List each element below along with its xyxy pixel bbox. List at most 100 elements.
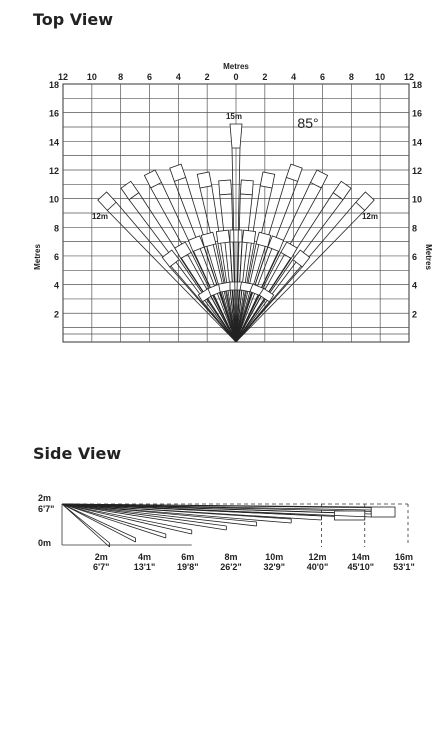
y-tick-label-right: 6 — [412, 252, 417, 262]
side-x-tick-imperial: 32'9" — [264, 562, 285, 572]
x-tick-label: 4 — [176, 72, 181, 82]
beam-zone — [259, 171, 276, 189]
y-tick-label-right: 12 — [412, 166, 422, 176]
y-tick-label-left: 4 — [54, 281, 59, 291]
side-beam-line — [61, 503, 292, 520]
x-tick-label: 2 — [262, 72, 267, 82]
side-x-tick-metres: 16m — [395, 552, 413, 562]
x-tick-label: 4 — [291, 72, 296, 82]
beam-line — [115, 202, 237, 343]
side-beam-line — [61, 503, 166, 539]
y-tick-label-left: 18 — [49, 80, 59, 90]
x-tick-label: 8 — [349, 72, 354, 82]
side-beam-line — [61, 503, 110, 544]
side-x-tick-imperial: 13'1" — [134, 562, 155, 572]
beam-line — [219, 291, 237, 343]
x-tick-label: 0 — [233, 72, 238, 82]
beam-line — [235, 199, 344, 343]
y-tick-label-right: 10 — [412, 195, 422, 205]
side-view-beams — [61, 503, 396, 548]
side-beam-line — [61, 503, 166, 535]
beam-zone — [187, 235, 205, 253]
beam-zone — [120, 180, 140, 201]
beam-zone — [310, 169, 329, 189]
beam-line — [173, 181, 237, 343]
side-beam-line — [61, 503, 227, 527]
beam-zone — [241, 229, 257, 244]
side-beam-line — [61, 503, 348, 514]
side-y-top-label: 2m — [38, 493, 51, 503]
beam-zone — [143, 169, 162, 189]
y-tick-label-right: 2 — [412, 309, 417, 319]
side-view-title: Side View — [33, 444, 122, 463]
side-x-tick-imperial: 40'0" — [307, 562, 328, 572]
side-x-tick-imperial: 26'2" — [220, 562, 241, 572]
y-tick-label-right: 16 — [412, 109, 422, 119]
beam-line — [128, 199, 237, 343]
beam-zone — [97, 191, 117, 211]
side-view-diagram: 2m 6'7" 0m 2m6'7"4m13'1"6m19'8"8m26'2"10… — [38, 493, 415, 572]
beam-zone — [239, 179, 254, 196]
y-tick-label-right: 8 — [412, 223, 417, 233]
y-tick-label-left: 10 — [49, 195, 59, 205]
side-beam-line — [61, 503, 192, 531]
beam-zone-center — [229, 123, 243, 149]
side-view-labels: 2m 6'7" 0m 2m6'7"4m13'1"6m19'8"8m26'2"10… — [38, 493, 415, 572]
beam-line — [235, 289, 241, 343]
x-tick-label: 12 — [58, 72, 68, 82]
top-view-labels: Metres Metres Metres 85° 15m 12m 12m 12 1… — [33, 62, 432, 319]
beam-zone — [169, 163, 187, 182]
beam-zone — [267, 235, 285, 253]
side-y-bottom-label: 0m — [38, 538, 51, 548]
x-tick-label: 6 — [320, 72, 325, 82]
beam-line — [231, 147, 237, 343]
beam-line — [217, 243, 237, 343]
beam-line — [235, 266, 303, 343]
side-x-tick-imperial: 45'10" — [348, 562, 374, 572]
beam-line — [210, 295, 237, 343]
side-y-top-label-imperial: 6'7" — [38, 504, 54, 514]
beam-zone — [355, 191, 375, 211]
top-view-title: Top View — [33, 10, 114, 29]
beam-line — [235, 210, 366, 343]
beam-line — [235, 185, 261, 343]
y-tick-label-left: 12 — [49, 166, 59, 176]
side-beam-line — [61, 503, 257, 527]
beam-line — [169, 266, 237, 343]
side-beam-line — [61, 503, 136, 539]
x-axis-title: Metres — [223, 62, 249, 71]
side-x-tick-imperial: 19'8" — [177, 562, 198, 572]
beam-zone — [229, 229, 243, 243]
side-x-tick-metres: 4m — [138, 552, 151, 562]
top-view-diagram: Metres Metres Metres 85° 15m 12m 12m 12 1… — [33, 62, 432, 343]
beam-zone — [218, 179, 233, 196]
beam-zone — [280, 241, 298, 259]
beam-line — [235, 294, 260, 343]
beam-line — [235, 181, 299, 343]
angle-label: 85° — [297, 115, 318, 131]
beam-line — [235, 259, 294, 343]
beam-line — [211, 185, 237, 343]
y-tick-label-right: 14 — [412, 137, 422, 147]
side-x-tick-metres: 6m — [181, 552, 194, 562]
side-beam-line — [61, 503, 227, 531]
beam-zone — [332, 180, 352, 201]
beam-line — [202, 301, 237, 343]
side-beam-line — [61, 503, 192, 535]
beam-line — [199, 187, 237, 343]
side-x-tick-metres: 10m — [265, 552, 283, 562]
y-tick-label-right: 4 — [412, 281, 417, 291]
beam-zone — [215, 229, 231, 244]
x-tick-label: 12 — [404, 72, 414, 82]
side-x-tick-imperial: 6'7" — [93, 562, 109, 572]
beam-line — [106, 210, 237, 343]
side-beam-line — [61, 503, 110, 548]
y-tick-label-left: 14 — [49, 137, 59, 147]
beam-zone — [292, 249, 311, 268]
side-beam-line — [61, 503, 372, 508]
side-beam-line — [61, 503, 372, 518]
y-tick-label-right: 18 — [412, 80, 422, 90]
side-view-frame — [61, 503, 409, 547]
x-tick-label: 6 — [147, 72, 152, 82]
y-tick-label-left: 16 — [49, 109, 59, 119]
